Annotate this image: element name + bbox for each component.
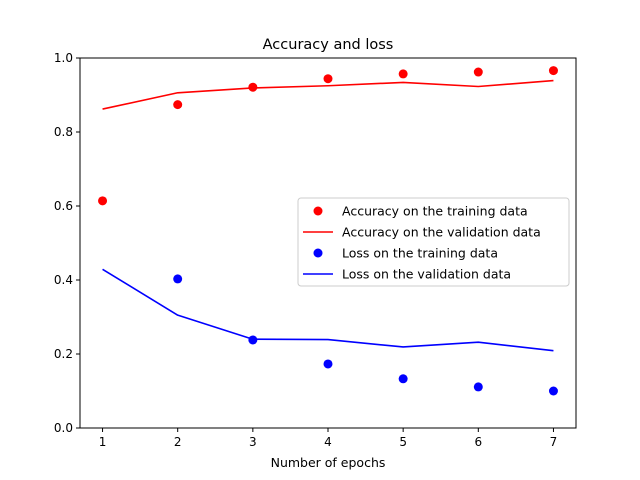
plot-area [98,66,558,396]
legend-entry-label: Accuracy on the training data [342,204,528,219]
legend-box [297,197,570,287]
data-point [398,374,408,384]
y-tick-label: 1.0 [54,51,73,65]
data-point [548,386,558,396]
x-tick-label: 3 [249,435,257,449]
data-point [98,196,108,206]
legend-entry-label: Accuracy on the validation data [342,225,541,240]
data-point [173,100,183,110]
legend-marker-swatch [313,206,323,216]
x-tick-label: 5 [399,435,407,449]
chart-title: Accuracy and loss [263,37,394,53]
x-tick-label: 6 [474,435,482,449]
x-tick-label: 2 [174,435,182,449]
series-line-1 [102,79,554,110]
x-tick-label: 7 [550,435,558,449]
y-tick-label: 0.8 [54,125,73,139]
y-tick-label: 0.0 [54,421,73,435]
data-point [323,74,333,84]
data-point [323,359,333,369]
y-axis: 0.0 0.2 0.4 0.6 0.8 1.0 [54,51,80,435]
legend-marker-swatch [313,248,323,258]
data-point [473,67,483,77]
data-point [173,274,183,284]
y-tick-label: 0.6 [54,199,73,213]
legend-entry-label: Loss on the training data [342,246,498,261]
x-tick-label: 1 [99,435,107,449]
series-line-3 [102,268,554,352]
legend-entry-label: Loss on the validation data [342,267,511,282]
data-point [398,69,408,79]
y-tick-label: 0.2 [54,347,73,361]
data-point [548,66,558,76]
y-tick-label: 0.4 [54,273,73,287]
x-axis: 1 2 3 4 5 6 7 [99,428,558,449]
legend: Accuracy on the training data Accuracy on… [297,197,570,287]
x-tick-label: 4 [324,435,332,449]
data-point [473,382,483,392]
x-axis-label: Number of epochs [271,455,386,470]
